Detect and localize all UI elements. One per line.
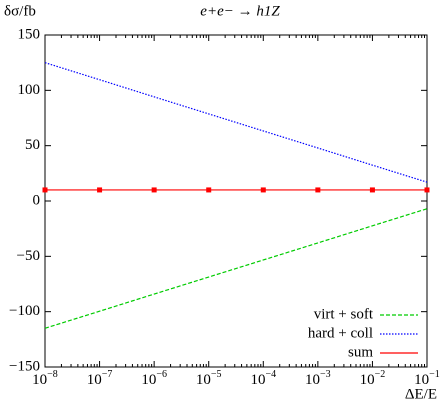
series-marker	[315, 187, 321, 193]
y-tick-label: 100	[18, 82, 41, 98]
series-marker	[42, 187, 48, 193]
x-axis-label: ΔE/E	[405, 386, 437, 402]
series-marker	[260, 187, 266, 193]
x-tick-label: 10−2	[360, 369, 386, 388]
y-tick-label: −50	[17, 248, 40, 264]
x-tick-label: 10−1	[414, 369, 440, 388]
series-line	[44, 62, 428, 183]
series-marker	[424, 187, 430, 193]
y-tick-label: −100	[9, 303, 40, 319]
legend-label: virt + soft	[314, 306, 374, 322]
chart-title: e+e− → h1Z	[200, 3, 280, 19]
series-marker	[151, 187, 157, 193]
x-tick-label: 10−3	[305, 369, 331, 388]
y-tick-label: 50	[25, 137, 40, 153]
legend-label: sum	[348, 344, 373, 360]
x-tick-label: 10−8	[32, 369, 58, 388]
x-tick-label: 10−5	[196, 369, 222, 388]
y-tick-label: −150	[9, 358, 40, 374]
y-tick-label: 0	[33, 192, 41, 208]
series-line	[44, 208, 428, 329]
series-marker	[206, 187, 212, 193]
series-marker	[369, 187, 375, 193]
x-tick-label: 10−6	[141, 369, 167, 388]
series-marker	[97, 187, 103, 193]
y-axis-label: δσ/fb	[4, 3, 36, 19]
legend-label: hard + coll	[308, 325, 373, 341]
y-tick-label: 150	[18, 26, 41, 42]
x-tick-label: 10−7	[87, 369, 113, 388]
x-tick-label: 10−4	[250, 369, 276, 388]
